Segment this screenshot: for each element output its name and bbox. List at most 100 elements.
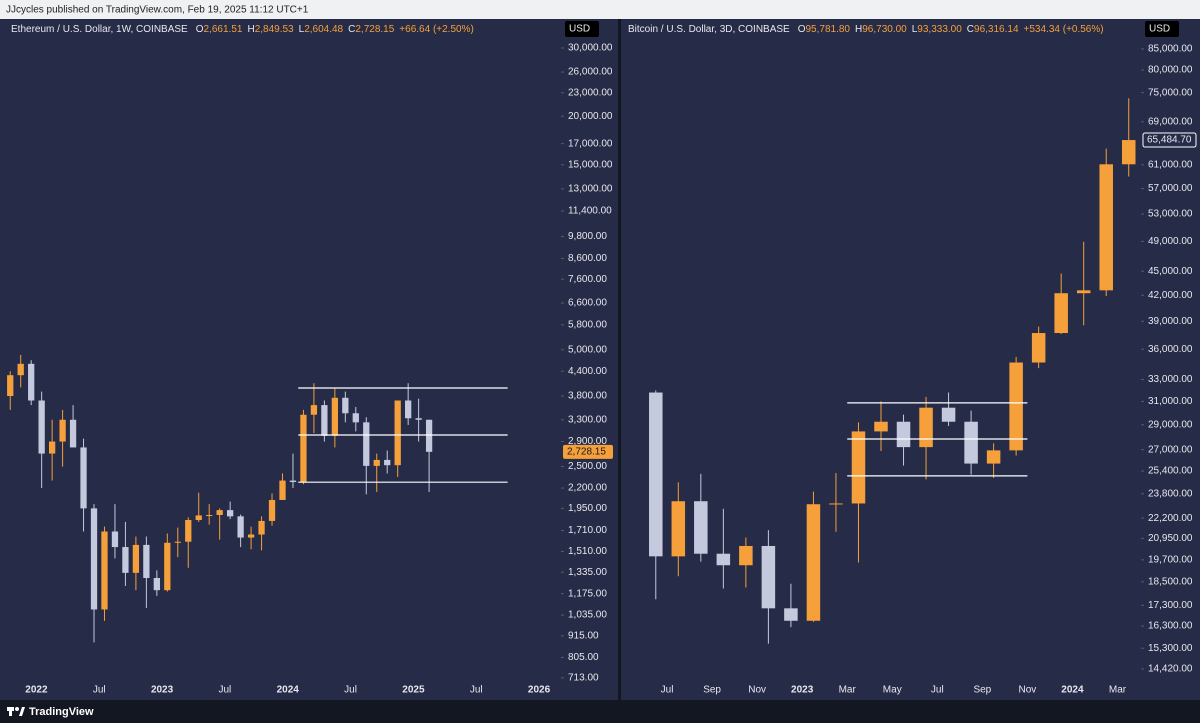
candle-body <box>101 531 108 610</box>
x-tick-label: 2023 <box>791 685 814 696</box>
candle-body <box>132 544 140 573</box>
candle-body <box>1031 333 1046 363</box>
y-tick-label: 5,800.00 <box>568 319 607 330</box>
x-tick-label: Jul <box>470 685 483 696</box>
y-tick-label: 39,000.00 <box>1148 316 1193 327</box>
top-bar <box>0 0 1200 19</box>
candle-body <box>279 480 286 500</box>
candle-body <box>806 504 821 621</box>
candle-body <box>784 608 798 621</box>
y-tick-label: 15,300.00 <box>1148 643 1193 654</box>
x-tick-label: Nov <box>1018 685 1036 696</box>
y-tick-label: 69,000.00 <box>1148 116 1193 127</box>
price-axis: USD 85,000.00 80,000.00 75,000.00 69,000.00 6… <box>1141 21 1197 675</box>
y-tick-label: 2,500.00 <box>568 461 607 472</box>
y-tick-label: 5,000.00 <box>568 344 607 355</box>
candle-body <box>739 545 753 566</box>
candle-body <box>321 405 328 436</box>
y-tick-label: 80,000.00 <box>1148 65 1193 76</box>
y-tick-label: 30,000.00 <box>568 43 613 54</box>
candle-body <box>289 480 297 483</box>
candle-body <box>941 407 956 422</box>
y-tick-label: 22,200.00 <box>1148 513 1193 524</box>
x-tick-label: Nov <box>748 685 766 696</box>
ohlc-value: 2,661.51 <box>204 24 243 35</box>
x-tick-label: Jul <box>661 685 674 696</box>
candle-body <box>1099 164 1113 291</box>
brand: TradingView <box>29 706 94 718</box>
candle-body <box>185 520 192 542</box>
ohlc-key: C <box>348 24 355 35</box>
candles <box>649 98 1136 644</box>
y-tick-label: 805.00 <box>568 652 599 663</box>
y-tick-label: 26,000.00 <box>568 67 613 78</box>
bitcoin-chart: Bitcoin / U.S. Dollar, 3D, COINBASE O95,7… <box>628 21 1197 696</box>
y-tick-label: 75,000.00 <box>1148 87 1193 98</box>
x-tick-label: Jul <box>344 685 357 696</box>
candle-body <box>90 508 98 610</box>
x-tick-label: Sep <box>973 685 991 696</box>
candle-body <box>425 419 433 452</box>
candle-body <box>1121 140 1136 165</box>
candle-body <box>331 397 338 436</box>
y-tick-label: 23,800.00 <box>1148 488 1193 499</box>
candle-body <box>919 407 933 448</box>
candle-body <box>237 516 244 538</box>
currency-box <box>565 21 599 37</box>
candle-body <box>1076 290 1091 294</box>
candle-body <box>268 499 276 521</box>
ethereum-chart: Ethereum / U.S. Dollar, 1W, COINBASE O2,6… <box>7 21 613 696</box>
candle-body <box>174 541 181 543</box>
y-tick-label: 2,200.00 <box>568 483 607 494</box>
x-tick-label: Mar <box>1109 685 1127 696</box>
candle-body <box>1009 362 1023 451</box>
candle-body <box>986 450 1001 464</box>
y-tick-label: 20,950.00 <box>1148 533 1193 544</box>
y-tick-label: 85,000.00 <box>1148 44 1193 55</box>
candle-body <box>1054 293 1068 334</box>
y-tick-label: 4,400.00 <box>568 366 607 377</box>
y-tick-label: 8,600.00 <box>568 253 607 264</box>
ohlc-key: H <box>247 24 254 35</box>
ohlc-key: L <box>912 24 918 35</box>
candle-body <box>352 413 359 423</box>
candle-body <box>384 459 391 466</box>
y-tick-label: 1,335.00 <box>568 567 607 578</box>
candle-body <box>761 545 776 609</box>
y-tick-label: 3,800.00 <box>568 391 607 402</box>
y-tick-label: 18,500.00 <box>1148 576 1193 587</box>
y-tick-label: 29,000.00 <box>1148 419 1193 430</box>
y-tick-label: 13,000.00 <box>568 183 613 194</box>
x-tick-label: Jul <box>931 685 944 696</box>
candle-body <box>195 515 202 521</box>
x-tick-label: 2026 <box>528 685 551 696</box>
y-tick-label: 17,300.00 <box>1148 600 1193 611</box>
y-tick-label: 1,510.00 <box>568 546 607 557</box>
y-tick-label: 20,000.00 <box>568 111 613 122</box>
y-tick-label: 19,700.00 <box>1148 555 1193 566</box>
y-tick-label: 3,300.00 <box>568 414 607 425</box>
y-tick-label: 61,000.00 <box>1148 159 1193 170</box>
candle-body <box>38 400 45 454</box>
ohlc-key: H <box>855 24 862 35</box>
y-tick-label: 713.00 <box>568 673 599 684</box>
y-tick-label: 11,400.00 <box>568 206 612 217</box>
currency: USD <box>1149 24 1170 35</box>
candles <box>7 354 508 643</box>
candle-body <box>964 421 978 464</box>
publish-info: JJcycles published on TradingView.com, F… <box>6 5 309 16</box>
candle-body <box>153 577 160 591</box>
change: +534.34 (+0.56%) <box>1024 24 1104 35</box>
candle-body <box>415 418 422 420</box>
candle-body <box>69 419 77 448</box>
candle-body <box>671 501 686 557</box>
y-tick-label: 45,000.00 <box>1148 266 1193 277</box>
price-label-box <box>563 444 613 459</box>
price-label-box <box>1142 132 1197 148</box>
candle-body <box>28 363 35 401</box>
y-tick-label: 17,000.00 <box>568 138 613 149</box>
candle-body <box>342 397 349 414</box>
y-tick-label: 57,000.00 <box>1148 183 1193 194</box>
candle-body <box>111 531 119 548</box>
ohlc-value: 95,781.80 <box>806 24 851 35</box>
